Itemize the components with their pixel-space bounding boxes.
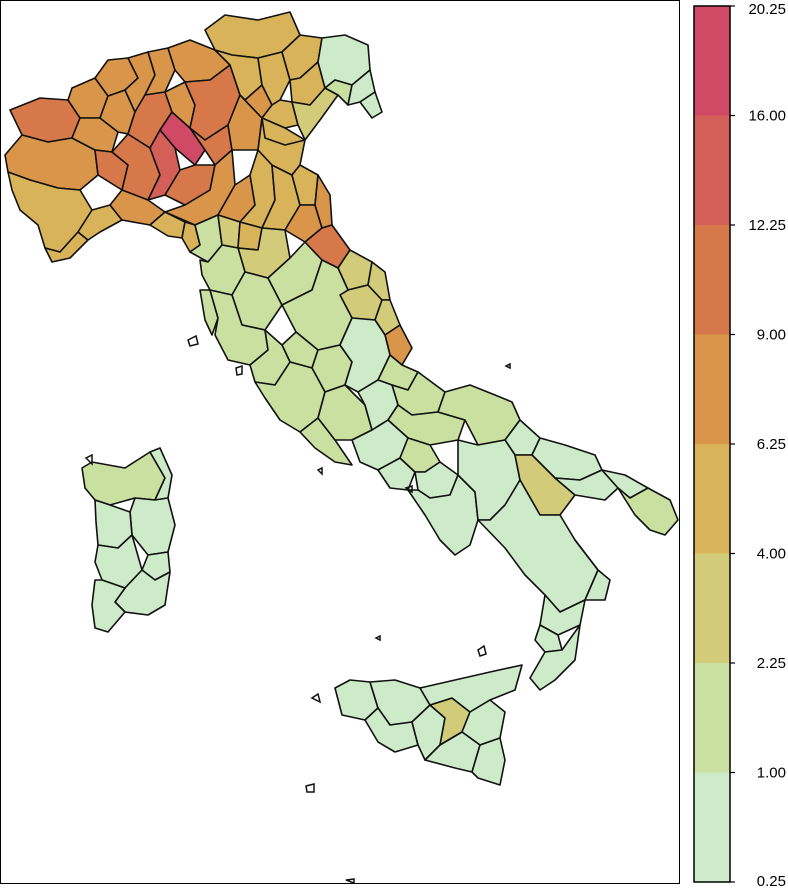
island-lipari — [477, 644, 487, 657]
legend-tick-label: 12.25 — [748, 217, 786, 234]
legend-band — [694, 115, 730, 225]
legend-tick-label: 16.00 — [748, 108, 786, 125]
legend-ticks: 0.25 1.00 2.25 4.00 6.25 9.00 12.25 16.00 20.25 — [730, 1, 786, 890]
legend-color-bands — [694, 6, 730, 882]
province-rimini — [314, 174, 333, 229]
island-capri — [404, 484, 413, 494]
island-tremiti — [504, 362, 511, 370]
province-messina — [419, 664, 523, 713]
italy-map — [4, 11, 679, 884]
province-siracusa — [471, 737, 506, 786]
legend-tick-label: 6.25 — [757, 436, 786, 453]
legend-tick-label: 2.25 — [757, 655, 786, 672]
legend-band — [694, 444, 730, 554]
province-lecce — [617, 487, 679, 536]
island-giglio — [235, 364, 243, 376]
island-ustica — [374, 634, 381, 642]
province-crotone — [574, 539, 611, 601]
province-fermo — [367, 261, 391, 301]
legend-tick-label: 9.00 — [757, 327, 786, 344]
province-laquila — [339, 317, 391, 393]
legend-band — [694, 6, 730, 116]
legend-band — [694, 334, 730, 444]
legend-tick-label: 4.00 — [757, 546, 786, 563]
island-egadi — [310, 692, 322, 704]
legend-band — [694, 553, 730, 663]
island-elba — [187, 334, 199, 347]
island-lampedusa — [345, 878, 355, 884]
island-ponza — [316, 466, 323, 476]
legend-tick-label: 20.25 — [748, 1, 786, 18]
island-asinara — [84, 453, 93, 466]
province-carbonia — [91, 579, 126, 633]
province-napoli — [377, 457, 416, 491]
island-pantelleria — [305, 783, 315, 793]
legend-tick-label: 1.00 — [757, 765, 786, 782]
province-rovigo — [261, 117, 306, 146]
province-reggio-calabria — [529, 624, 581, 691]
province-foggia — [437, 384, 521, 446]
legend-band — [694, 225, 730, 335]
province-trieste — [359, 91, 383, 119]
province-livorno — [199, 289, 219, 336]
legend-band — [694, 663, 730, 773]
province-venezia — [291, 87, 339, 141]
legend-tick-label: 0.25 — [757, 873, 786, 890]
legend-band — [694, 772, 730, 882]
